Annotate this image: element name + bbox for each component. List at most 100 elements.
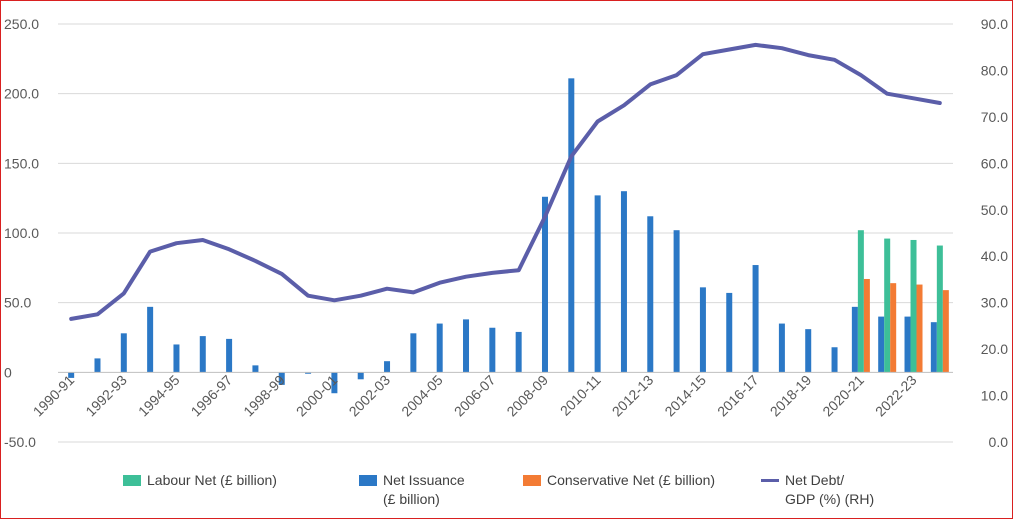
left-axis-ticks: -50.0 0 50.0 100.0 150.0 200.0 250.0 [4,16,39,450]
x-tick-label: 2018-19 [767,372,815,420]
issuance-bar [305,372,312,374]
legend-item-conservative: Conservative Net (£ billion) [523,471,715,490]
left-tick-label: 150.0 [4,155,39,171]
issuance-bar [904,316,911,373]
issuance-bar [541,196,548,373]
legend-label-debt: Net Debt/ GDP (%) (RH) [785,471,874,509]
legend-item-debt: Net Debt/ GDP (%) (RH) [761,471,874,509]
issuance-bar [489,327,496,373]
issuance-bar [699,287,706,373]
legend-line-debt [761,479,779,482]
issuance-bar [226,338,233,373]
labour-bar [936,245,943,373]
issuance-bar [173,344,180,373]
left-tick-label: 250.0 [4,16,39,32]
x-tick-label: 2000-01 [293,372,341,420]
issuance-bar [878,316,885,373]
issuance-bar [278,372,285,385]
conservative-bar [916,284,923,373]
x-tick-label: 2012-13 [609,372,657,420]
conservative-bar [863,278,870,373]
right-tick-label: 20.0 [981,341,1008,357]
legend-label-issuance-line2: (£ billion) [383,491,440,507]
left-tick-label: 0 [4,364,12,380]
bar-series [68,78,949,394]
right-axis-ticks: 0.0 10.0 20.0 30.0 40.0 50.0 60.0 70.0 80.0 90.0 [981,16,1008,450]
issuance-bar [94,358,101,373]
issuance-bar [410,333,417,373]
issuance-bar [805,329,812,373]
issuance-bar [463,319,470,373]
legend-swatch-issuance [359,475,377,486]
combo-chart: -50.0 0 50.0 100.0 150.0 200.0 250.0 0.0 10.0 20… [4,16,1008,450]
legend-label-debt-line1: Net Debt/ [785,472,845,488]
x-tick-label: 2022-23 [872,372,920,420]
conservative-bar [942,290,949,373]
labour-bar [857,230,864,373]
right-tick-label: 0.0 [989,434,1009,450]
right-tick-label: 90.0 [981,16,1008,32]
legend-item-labour: Labour Net (£ billion) [123,471,277,490]
issuance-bar [851,306,858,373]
gridlines [58,23,953,443]
x-tick-label: 2002-03 [346,372,394,420]
x-tick-label: 2014-15 [661,372,709,420]
issuance-bar [752,265,759,373]
legend-label-debt-line2: GDP (%) (RH) [785,491,875,507]
x-tick-label: 1998-99 [240,372,288,420]
x-tick-label: 2008-09 [503,372,551,420]
issuance-bar [778,323,785,373]
issuance-bar [568,78,575,373]
legend: Labour Net (£ billion) Net Issuance (£ b… [1,471,1012,516]
legend-label-labour: Labour Net (£ billion) [147,472,277,488]
issuance-bar [594,195,601,373]
x-tick-label: 2004-05 [398,372,446,420]
conservative-bar [890,283,897,373]
legend-swatch-labour [123,475,141,486]
right-tick-label: 30.0 [981,295,1008,311]
issuance-bar [515,331,522,373]
right-tick-label: 10.0 [981,388,1008,404]
right-tick-label: 40.0 [981,248,1008,264]
x-axis-ticks: 1990-91 1992-93 1994-95 1996-97 1998-99 2000-… [30,372,920,420]
issuance-bar [331,372,338,394]
x-tick-label: 1992-93 [82,372,130,420]
issuance-bar [199,336,206,373]
legend-label-issuance-line1: Net Issuance [383,472,465,488]
labour-bar [884,238,891,373]
x-tick-label: 1996-97 [188,372,236,420]
issuance-bar [673,230,680,373]
left-tick-label: 50.0 [4,295,31,311]
x-tick-label: 2010-11 [557,372,604,419]
right-tick-label: 80.0 [981,62,1008,78]
right-tick-label: 70.0 [981,109,1008,125]
issuance-bar [647,216,654,373]
x-tick-label: 2006-07 [451,372,499,420]
issuance-bar [726,292,733,373]
issuance-bar [436,323,443,373]
issuance-bar [831,347,838,373]
issuance-bar [68,372,75,378]
issuance-bar [120,333,127,373]
left-tick-label: 100.0 [4,225,39,241]
issuance-bar [147,306,154,373]
left-tick-label: 200.0 [4,86,39,102]
net-debt-gdp-line [69,42,942,321]
issuance-bar [384,361,391,373]
issuance-bar [357,372,364,380]
x-tick-label: 2020-21 [819,372,867,420]
issuance-bar [620,191,627,373]
right-tick-label: 60.0 [981,155,1008,171]
right-tick-label: 50.0 [981,202,1008,218]
x-tick-label: 2016-17 [714,372,762,420]
legend-label-conservative: Conservative Net (£ billion) [547,472,716,488]
line-series [69,42,942,321]
labour-bar [910,239,917,373]
x-tick-label: 1990-91 [30,372,78,420]
legend-swatch-conservative [523,475,541,486]
legend-label-issuance: Net Issuance (£ billion) [383,471,465,509]
x-tick-label: 1994-95 [135,372,183,420]
issuance-bar [930,322,937,373]
issuance-bar [252,365,259,373]
